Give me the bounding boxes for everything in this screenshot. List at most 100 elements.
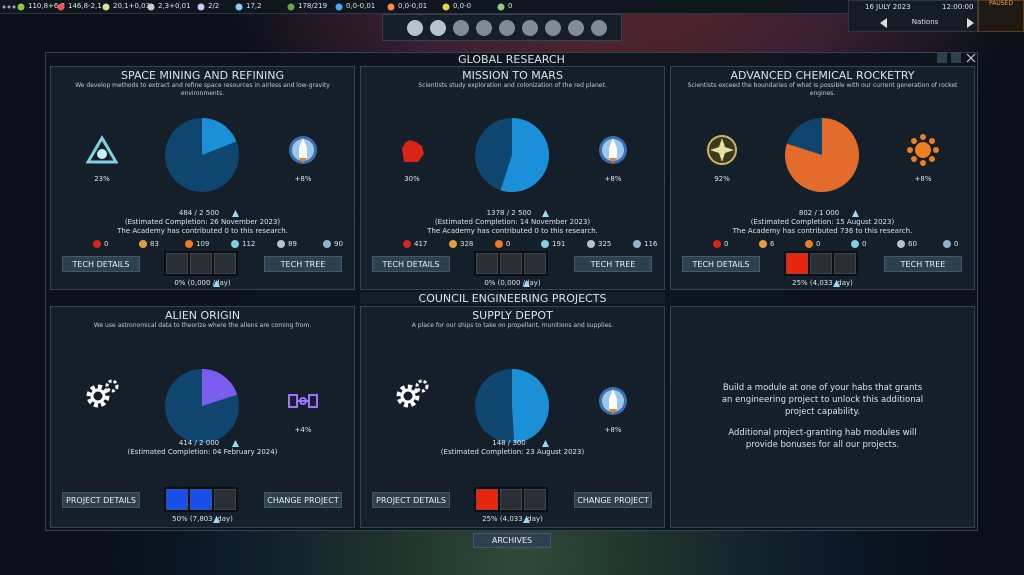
project-slot: [166, 253, 188, 274]
panel-title: ADVANCED CHEMICAL ROCKETRY: [730, 69, 915, 82]
resource-value: 2/2: [208, 2, 220, 10]
contribution-value: 0: [816, 240, 821, 248]
view-icon: [591, 20, 607, 36]
panel-description: Scientists study exploration and coloniz…: [418, 82, 607, 89]
project-slot: [476, 489, 498, 510]
right-bonus: +8%: [914, 175, 932, 183]
panel-title: SUPPLY DEPOT: [472, 309, 553, 322]
flask-icon: [213, 280, 220, 287]
right-button[interactable]: CHANGE PROJECT: [264, 492, 342, 508]
contribution-icon: [185, 240, 193, 248]
resource-value: 0: [508, 2, 513, 10]
right-button[interactable]: TECH TREE: [884, 256, 962, 272]
left-bonus: 92%: [714, 175, 730, 183]
rate: 50% (7,803 /day): [172, 515, 233, 523]
progress: 1378 / 2 500: [486, 209, 532, 217]
tech-icon: [288, 394, 318, 408]
contribution-value: 0: [724, 240, 729, 248]
time: 12:00:00: [942, 3, 974, 11]
contribution-icon: [495, 240, 503, 248]
left-button[interactable]: PROJECT DETAILS: [62, 492, 140, 508]
right-bonus: +4%: [294, 426, 312, 434]
progress-pie: [475, 118, 549, 192]
resource-value: 110,8+6,2: [28, 2, 66, 10]
contribution-value: 112: [242, 240, 256, 248]
contribution-value: 0: [862, 240, 867, 248]
contribution-value: 325: [598, 240, 612, 248]
estimate: (Estimated Completion: 14 November 2023): [434, 218, 591, 226]
project-slot: [190, 489, 212, 510]
project-slot: [524, 489, 546, 510]
resource-icon: [57, 3, 65, 11]
project-slot: [166, 489, 188, 510]
rate: 0% (0,000 /day): [484, 279, 541, 287]
contribution-icon: [323, 240, 331, 248]
view-icon: [407, 20, 423, 36]
project-slot: [500, 489, 522, 510]
contribution-icon: [943, 240, 951, 248]
resource-value: 178/219: [298, 2, 328, 10]
resource-icon: [442, 3, 450, 11]
nations-select[interactable]: Nations: [911, 18, 939, 26]
window-title: GLOBAL RESEARCH: [458, 53, 565, 66]
archives-button[interactable]: ARCHIVES: [473, 533, 551, 548]
tech-icon: [86, 135, 118, 164]
contribution-icon: [713, 240, 721, 248]
contribution-icon: [139, 240, 147, 248]
left-button[interactable]: PROJECT DETAILS: [372, 492, 450, 508]
nations-arrows: [880, 18, 974, 28]
rate: 0% (0,000 /day): [174, 279, 231, 287]
date: 16 JULY 2023: [865, 3, 911, 11]
contribution-value: 0: [104, 240, 109, 248]
flask-icon: [523, 280, 530, 287]
right-button[interactable]: TECH TREE: [264, 256, 342, 272]
contribution-icon: [541, 240, 549, 248]
panel-title: SPACE MINING AND REFINING: [121, 69, 284, 82]
contribution-icon: [897, 240, 905, 248]
contribution-icon: [633, 240, 641, 248]
resource-icon: [102, 3, 110, 11]
flask-icon: [542, 440, 549, 447]
resource-value: 0,0-0: [453, 2, 472, 10]
contribution-value: 0: [506, 240, 511, 248]
top-bar: [0, 0, 1024, 14]
info-text: Additional project-granting hab modules …: [728, 428, 917, 450]
contribution-value: 0: [954, 240, 959, 248]
resource-icon: [497, 3, 505, 11]
panel-title: ALIEN ORIGIN: [164, 309, 241, 322]
panel-description: A place for our ships to take on propell…: [411, 322, 614, 329]
gear-icon: [86, 379, 119, 408]
project-slot: [476, 253, 498, 274]
left-button[interactable]: TECH DETAILS: [62, 256, 140, 272]
view-icon: [430, 20, 446, 36]
progress-pie: [785, 118, 859, 192]
flask-icon: [232, 210, 239, 217]
project-slot: [810, 253, 832, 274]
progress: 148 / 300: [492, 439, 526, 447]
view-icon: [476, 20, 492, 36]
rate: 25% (4,033 /day): [482, 515, 543, 523]
contribution-icon: [231, 240, 239, 248]
resource-icon: [335, 3, 343, 11]
academy-note: The Academy has contributed 0 to this re…: [427, 227, 598, 235]
contribution-value: 90: [334, 240, 343, 248]
project-slot: [500, 253, 522, 274]
panel-description: We develop methods to extract and refine…: [75, 82, 330, 97]
pause-status: PAUSED: [989, 0, 1013, 7]
resource-icon: [287, 3, 295, 11]
info-text: Build a module at one of your habs that …: [721, 383, 924, 417]
game-menu: [2, 5, 16, 9]
gear-icon: [396, 379, 429, 408]
contribution-icon: [277, 240, 285, 248]
resource-icon: [147, 3, 155, 11]
project-slot: [834, 253, 856, 274]
flask-icon: [213, 516, 220, 523]
left-button[interactable]: TECH DETAILS: [372, 256, 450, 272]
left-button[interactable]: TECH DETAILS: [682, 256, 760, 272]
resource-icon: [235, 3, 243, 11]
right-button[interactable]: TECH TREE: [574, 256, 652, 272]
right-button[interactable]: CHANGE PROJECT: [574, 492, 652, 508]
engineering-title: COUNCIL ENGINEERING PROJECTS: [418, 292, 607, 305]
right-bonus: +8%: [294, 175, 312, 183]
